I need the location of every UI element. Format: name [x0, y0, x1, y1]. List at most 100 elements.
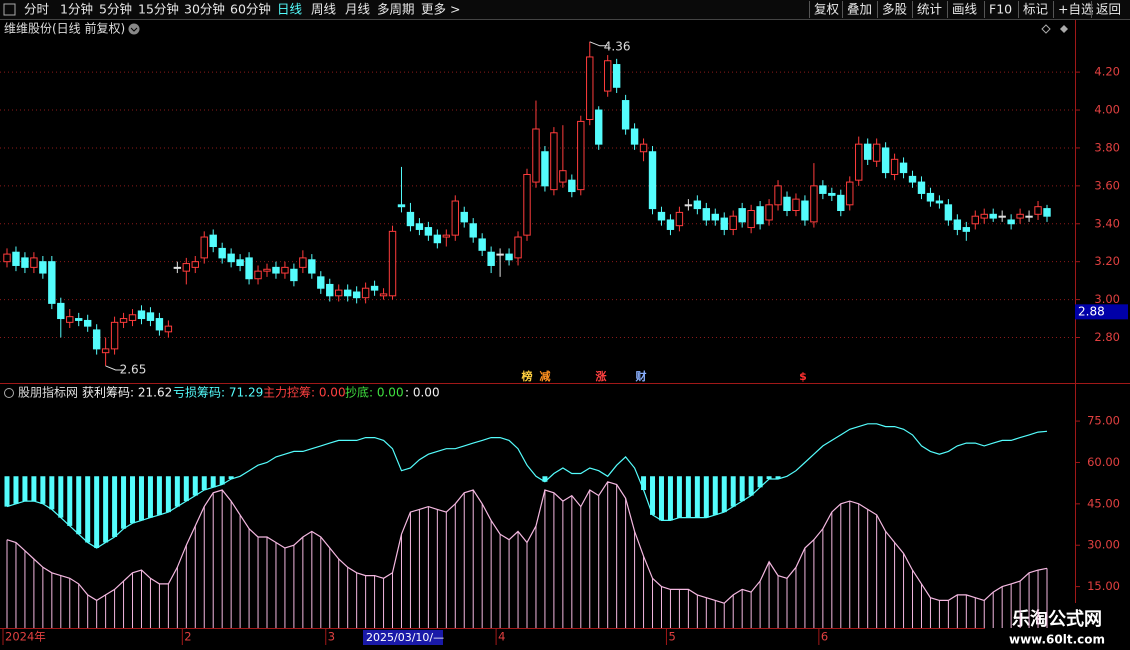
toolbar-button[interactable]: 画线	[952, 2, 978, 17]
candle-body	[944, 204, 953, 221]
tab[interactable]: 月线	[345, 2, 371, 17]
annotation: 4.36	[604, 39, 631, 53]
candle-body	[191, 261, 199, 268]
toolbar-button[interactable]: +自选	[1058, 2, 1094, 17]
event-marker[interactable]: 财	[635, 369, 647, 383]
indicator-legend: 抄底: 0.00	[345, 385, 404, 400]
toolbar-button[interactable]: 统计	[917, 2, 942, 17]
candle-body	[299, 257, 307, 268]
tab[interactable]: 60分钟	[230, 2, 271, 17]
candle-body	[290, 268, 298, 282]
candle-body	[451, 200, 459, 236]
candle-body	[810, 185, 818, 223]
candle-body	[603, 60, 612, 92]
candle-body	[361, 287, 370, 299]
option-icon[interactable]	[1060, 25, 1068, 33]
loss-bar	[183, 476, 189, 502]
tab[interactable]: 分时	[24, 2, 50, 17]
candle-body	[720, 217, 728, 230]
candle-body	[92, 329, 101, 350]
candle-body	[128, 314, 137, 321]
toolbar-button[interactable]: 复权	[814, 2, 840, 17]
candle-body	[586, 56, 594, 121]
loss-bar	[641, 476, 647, 491]
candle-body	[577, 120, 585, 191]
candle-body	[828, 192, 836, 196]
toolbar-button[interactable]: 标记	[1023, 2, 1049, 17]
candle-body	[21, 257, 29, 268]
loss-bar	[156, 476, 162, 515]
indicator-legend: 获利筹码: 21.62	[82, 386, 172, 400]
tab[interactable]: 多周期	[377, 2, 415, 17]
menu-icon[interactable]	[3, 3, 16, 16]
toolbar-button[interactable]: 叠加	[847, 2, 872, 17]
x-tick-label: 2024年	[5, 630, 46, 644]
candle-body	[523, 173, 531, 236]
tab[interactable]: 15分钟	[138, 2, 179, 17]
loss-bar	[775, 476, 781, 480]
candle-body	[639, 143, 648, 153]
y-tick-label: 30.00	[1087, 538, 1120, 552]
event-marker[interactable]: 榜	[522, 369, 533, 383]
y-tick-label: 45.00	[1087, 496, 1120, 510]
cursor-price-box	[1075, 304, 1128, 320]
candle-body	[317, 276, 325, 289]
candle-body	[801, 200, 809, 221]
indicator-title: 股朋指标网	[18, 385, 78, 400]
tab[interactable]: 更多 >	[421, 2, 460, 17]
candle-body	[711, 213, 719, 221]
loss-bar	[201, 476, 207, 491]
candle-body	[155, 318, 164, 331]
candle-body	[953, 219, 962, 230]
toolbar-button[interactable]: 多股	[882, 2, 908, 17]
tab[interactable]: 周线	[311, 2, 337, 17]
dropdown-icon[interactable]	[128, 23, 140, 35]
tab[interactable]: 日线	[277, 2, 303, 17]
candle-body	[774, 185, 782, 206]
loss-bar	[748, 476, 754, 496]
option-icon[interactable]	[1041, 24, 1051, 34]
candle-body	[487, 251, 495, 266]
candle-body	[66, 316, 74, 323]
y-tick-label: 3.80	[1094, 140, 1120, 154]
toolbar-button[interactable]: 返回	[1096, 2, 1121, 17]
candle-body	[164, 325, 173, 333]
loss-bar	[40, 476, 46, 504]
candle-body	[75, 318, 83, 321]
candle-body	[612, 64, 621, 88]
candle-body	[254, 270, 262, 280]
tab[interactable]: 1分钟	[60, 2, 93, 17]
candle-body	[890, 158, 899, 175]
candle-body	[39, 261, 47, 274]
candle-body	[406, 211, 415, 227]
loss-bar	[49, 476, 55, 510]
cursor-date: 2025/03/10/—	[366, 631, 444, 644]
x-tick-label: 3	[328, 630, 335, 644]
candle-body	[496, 253, 504, 256]
x-tick-label: 6	[821, 630, 828, 644]
event-marker[interactable]: $	[799, 370, 807, 383]
loss-bar	[757, 476, 763, 488]
loss-bar	[228, 476, 234, 480]
candle-body	[729, 215, 737, 230]
y-tick-label: 4.00	[1094, 103, 1120, 117]
tab[interactable]: 5分钟	[99, 2, 132, 17]
indicator-icon[interactable]	[4, 388, 14, 398]
toolbar-button[interactable]: F10	[989, 2, 1012, 17]
candle-body	[48, 261, 56, 304]
candle-body	[630, 128, 639, 145]
tab[interactable]: 30分钟	[184, 2, 225, 17]
loss-bar	[685, 476, 691, 518]
y-tick-label: 3.20	[1094, 254, 1120, 268]
y-tick-label: 15.00	[1087, 579, 1120, 593]
candle-body	[863, 143, 872, 160]
dropdown-arrow	[130, 27, 138, 32]
candle-body	[263, 268, 271, 272]
event-marker[interactable]: 减	[540, 369, 551, 383]
event-marker[interactable]: 涨	[596, 369, 607, 383]
candle-body	[792, 198, 800, 211]
candle-body	[532, 128, 540, 183]
candle-body	[227, 253, 235, 263]
candle-body	[765, 204, 773, 221]
loss-bar	[739, 476, 745, 502]
